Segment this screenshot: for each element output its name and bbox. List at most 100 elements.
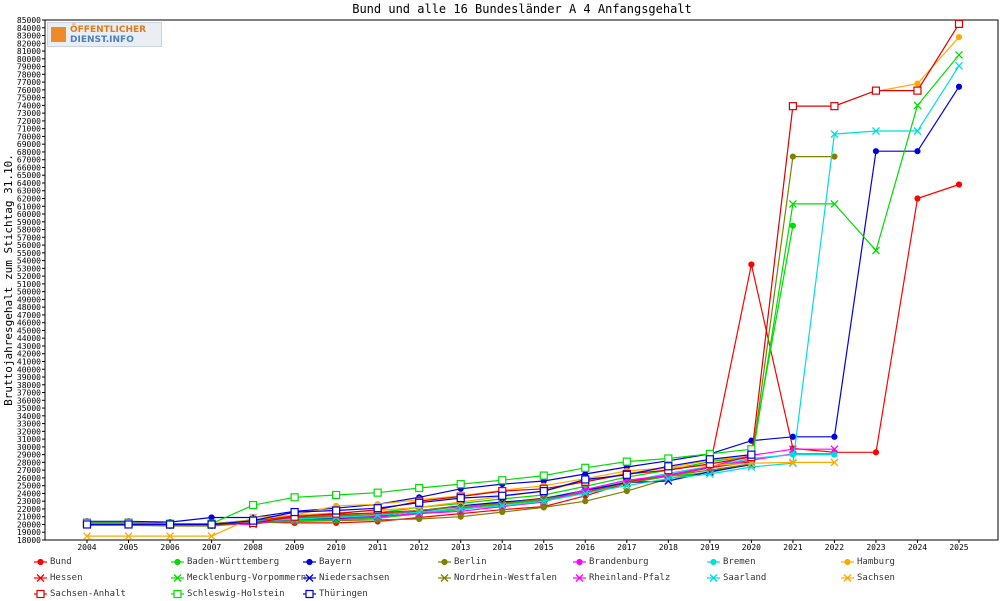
y-tick-label: 20000 [17,520,41,529]
legend-label: Hessen [50,573,83,583]
series-line [87,86,960,523]
data-point [290,507,299,517]
y-tick-label: 50000 [17,288,41,297]
data-point [622,481,631,490]
series-baden-w-rttemberg [83,222,797,527]
data-point [664,462,673,471]
y-tick-label: 74000 [17,101,41,110]
data-point [499,508,506,516]
data-point [173,589,182,599]
legend-swatch [841,574,854,582]
legend-swatch [303,574,316,582]
data-point [843,574,852,582]
data-point [581,475,590,484]
data-point [165,520,175,529]
data-point [498,501,507,510]
logo-line-1: ÖFFENTLICHER [70,25,147,35]
y-tick-label: 61000 [17,202,41,211]
y-tick-label: 81000 [17,47,41,56]
data-point [954,19,964,28]
site-logo: ÖFFENTLICHER DIENST.INFO [47,22,162,47]
y-tick-label: 52000 [17,272,41,281]
data-point [173,574,182,582]
series-saarland [83,61,963,529]
data-point [955,181,963,188]
x-tick-label: 2017 [617,543,636,552]
y-tick-label: 41000 [17,357,41,366]
y-tick-label: 29000 [17,451,41,460]
legend-label: Berlin [454,557,487,567]
data-point [582,498,589,505]
x-tick-label: 2006 [160,543,179,552]
y-tick-label: 60000 [17,210,41,219]
y-tick-label: 19000 [17,528,41,537]
legend-swatch [171,558,184,566]
y-tick-label: 75000 [17,94,41,103]
legend-swatch [438,558,451,566]
data-point [124,532,133,541]
y-tick-label: 85000 [17,16,41,25]
y-tick-label: 36000 [17,396,41,405]
data-point [207,520,216,529]
data-point [831,433,838,440]
data-point [37,558,44,566]
data-point [373,512,382,521]
data-point [747,450,756,459]
y-tick-label: 27000 [17,466,41,475]
legend-label: Baden-Württemberg [187,557,280,567]
data-point [581,463,590,472]
legend-label: Bund [50,557,72,567]
x-tick-label: 2019 [700,543,719,552]
y-tick-label: 68000 [17,148,41,157]
y-tick-label: 70000 [17,132,41,141]
data-point [913,86,922,95]
series-mecklenburg-vorpommern [83,50,963,530]
y-tick-label: 21000 [17,513,41,522]
data-point [664,474,673,483]
series-th-ringen [82,450,756,529]
data-point [576,558,583,566]
legend-swatch [707,574,720,582]
data-point [623,488,630,495]
data-point [871,127,880,135]
data-point [664,454,673,463]
y-tick-label: 31000 [17,435,41,444]
legend-label: Sachsen [857,573,895,583]
x-tick-label: 2024 [908,543,927,552]
series-line [87,23,960,526]
y-tick-label: 56000 [17,241,41,250]
y-tick-label: 64000 [17,179,41,188]
data-point [373,488,382,497]
series-bayern [83,83,963,526]
x-tick-label: 2016 [576,543,595,552]
y-tick-label: 25000 [17,482,41,491]
series-line [87,36,960,525]
data-point [36,589,45,599]
y-tick-label: 79000 [17,63,41,72]
data-point [83,532,91,541]
x-tick-label: 2014 [493,543,512,552]
y-tick-label: 35000 [17,404,41,413]
y-tick-label: 30000 [17,443,41,452]
y-tick-label: 83000 [17,32,41,41]
data-point [373,504,382,513]
x-tick-label: 2020 [742,543,761,552]
y-tick-label: 71000 [17,125,41,134]
data-point [748,261,755,268]
data-point [789,433,797,440]
data-point [872,449,880,456]
data-point [332,506,341,515]
data-point [208,514,215,521]
y-tick-label: 69000 [17,140,41,149]
y-tick-label: 23000 [17,497,41,506]
data-point [955,83,963,90]
data-point [710,558,717,566]
chart-title: Bund und alle 16 Bundesländer A 4 Anfang… [352,2,692,16]
x-tick-label: 2023 [866,543,885,552]
data-point [830,458,839,467]
legend-label: Bayern [319,557,352,567]
data-point [415,498,424,507]
x-tick-label: 2021 [783,543,802,552]
y-tick-label: 39000 [17,373,41,382]
chart-legend: Bund Baden-Württemberg Bayern Berlin Branden… [0,555,1000,600]
